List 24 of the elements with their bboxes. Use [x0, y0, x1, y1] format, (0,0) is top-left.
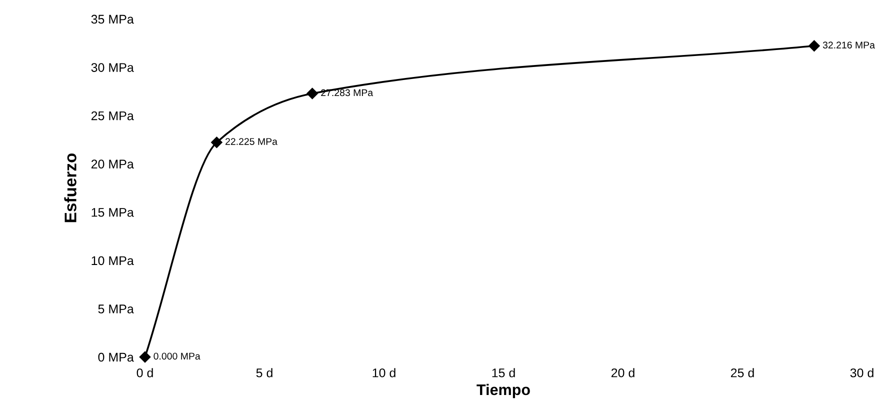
- x-tick-label: 15 d: [492, 368, 515, 378]
- x-tick-label: 20 d: [611, 368, 634, 378]
- x-tick-label: 0 d: [136, 368, 153, 378]
- point: [139, 351, 151, 363]
- point: [211, 136, 222, 148]
- x-tick-label: 10 d: [372, 368, 396, 378]
- y-tick-label: 25 MPa: [91, 111, 134, 120]
- point: [808, 40, 820, 52]
- y-tick-label: 0 MPa: [98, 352, 134, 362]
- data-label: 32.216 MPa: [822, 42, 875, 48]
- y-tick-label: 10 MPa: [92, 256, 134, 266]
- x-axis-title: Tiempo: [476, 384, 530, 398]
- y-tick-label: 30 MPa: [91, 63, 134, 72]
- x-tick-label: 30 d: [850, 368, 874, 378]
- x-tick-label: 25 d: [730, 368, 754, 378]
- data-label: 0.000 MPa: [154, 352, 200, 360]
- point: [306, 88, 318, 100]
- y-tick-label: 15 MPa: [92, 208, 134, 217]
- y-axis-title: Esfuerzo: [64, 153, 76, 222]
- data-label: 22.225 MPa: [226, 138, 278, 145]
- y-tick-label: 20 MPa: [91, 160, 134, 169]
- y-tick-label: 35 MPa: [91, 14, 134, 24]
- y-tick-label: 5 MPa: [98, 304, 134, 314]
- x-tick-label: 5 d: [256, 368, 272, 378]
